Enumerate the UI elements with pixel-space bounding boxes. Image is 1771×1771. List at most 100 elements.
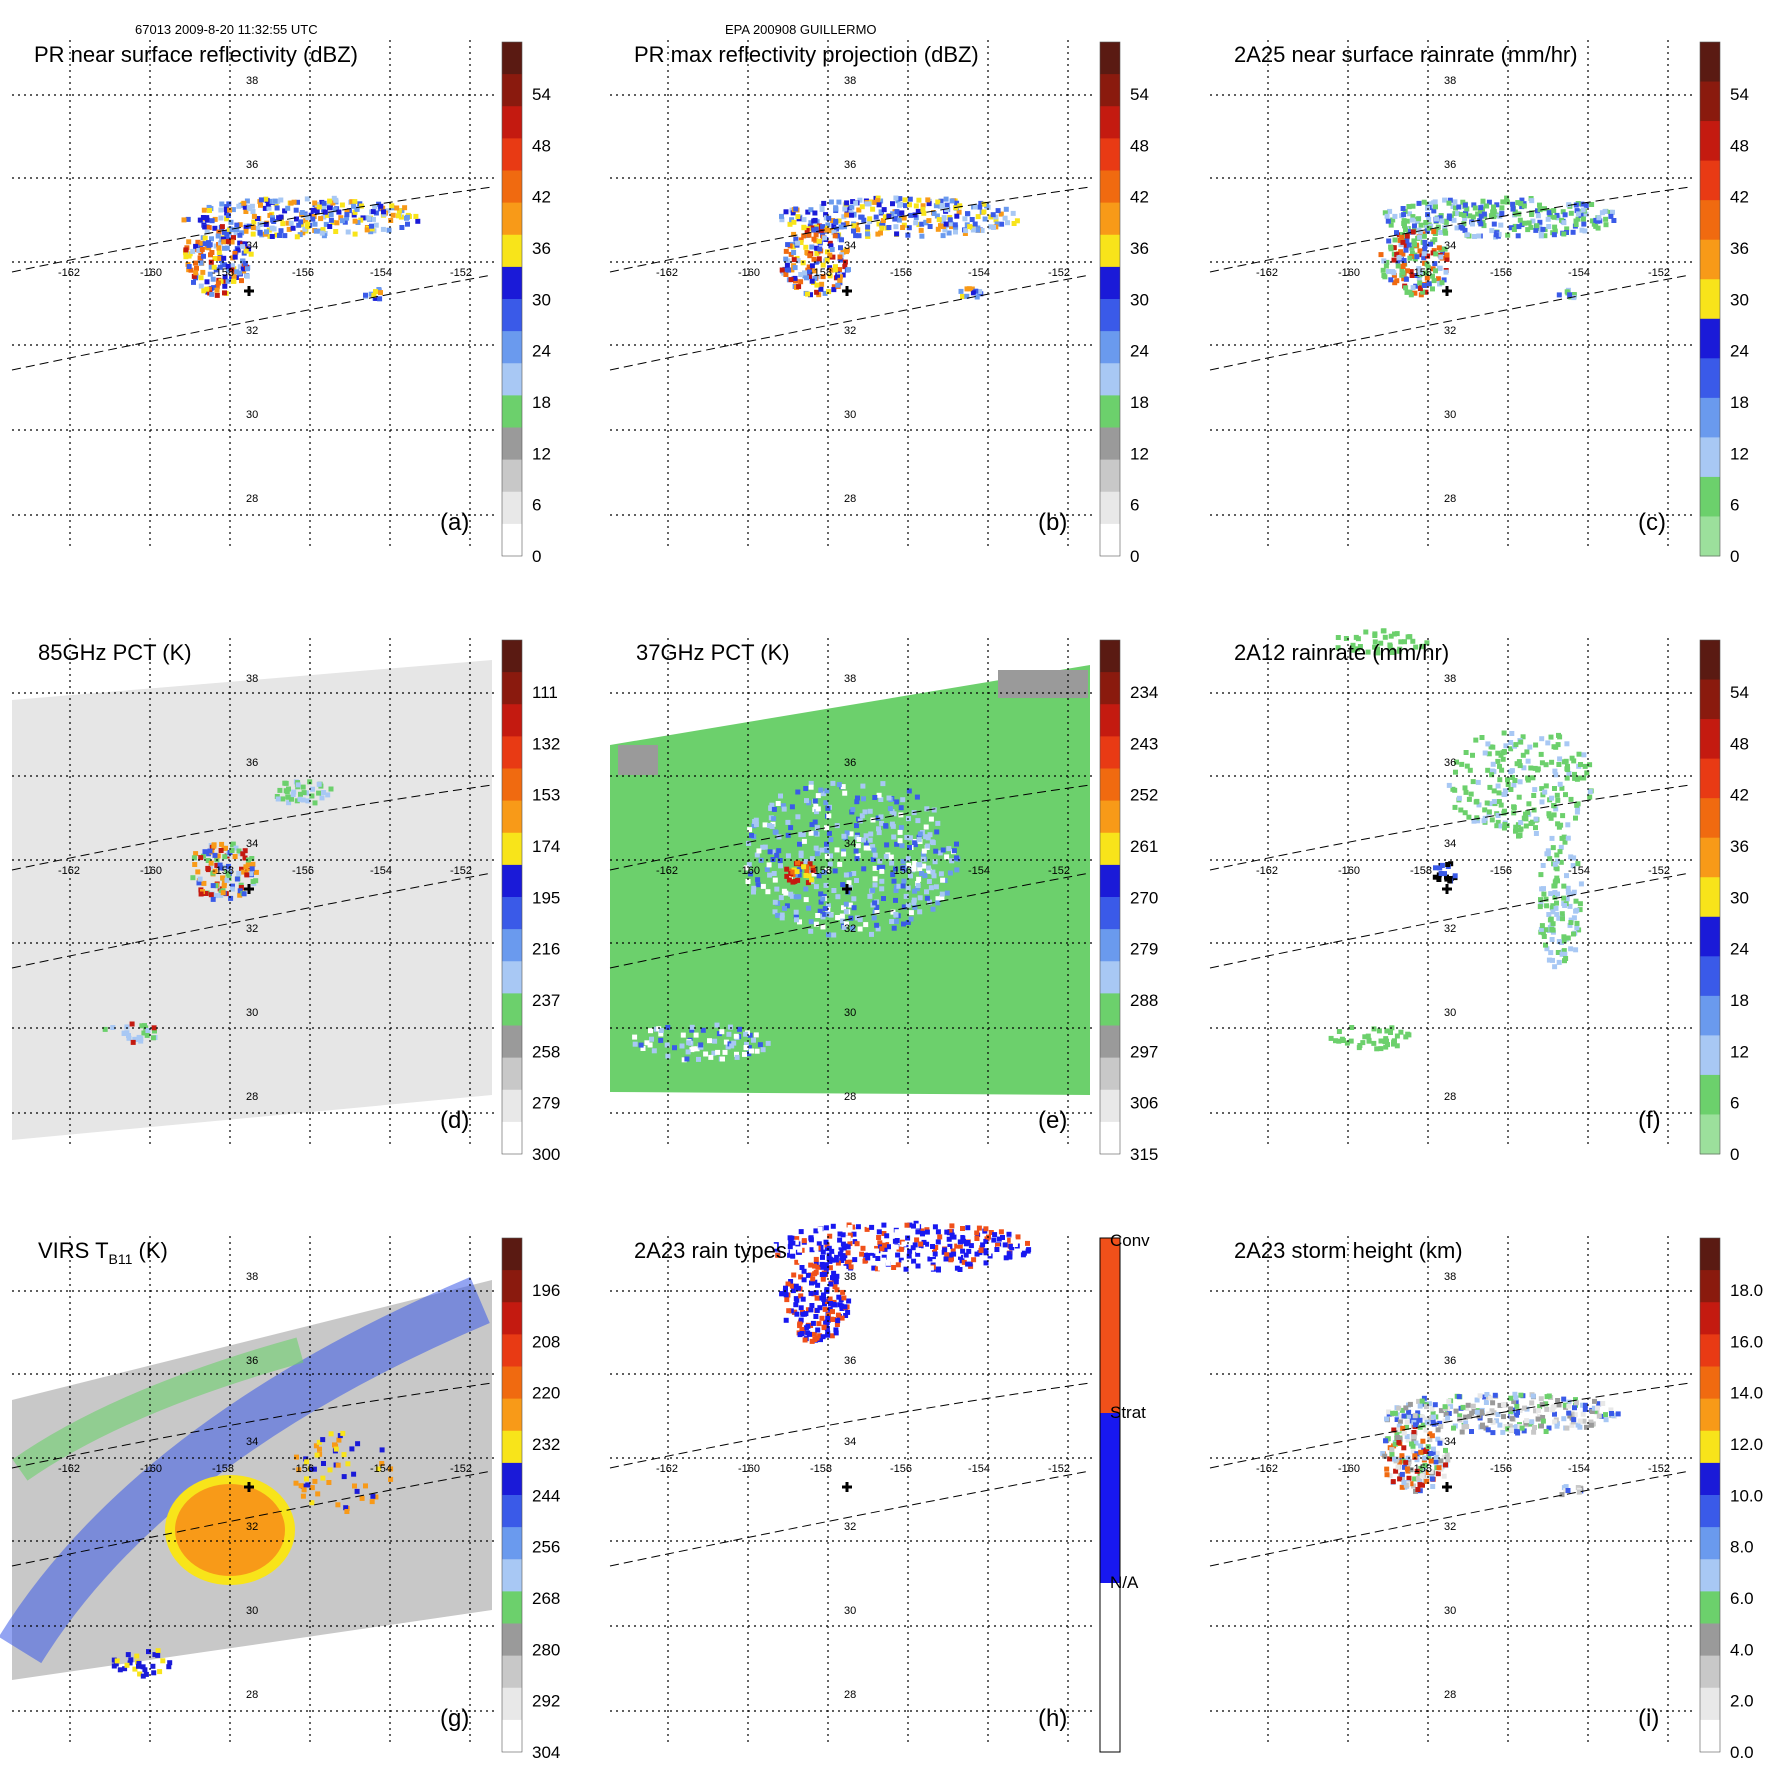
pr-pixel: [881, 207, 887, 213]
colorbar-segment: [1700, 437, 1720, 478]
pr-pixel: [894, 231, 900, 237]
pr-pixel: [1417, 234, 1423, 240]
colorbar-segment: [1700, 1623, 1720, 1657]
pr-pixel: [190, 248, 196, 254]
pr-pixel: [1404, 1424, 1410, 1430]
rain-pixel: [1398, 1029, 1404, 1035]
pr-pixel: [1397, 237, 1403, 243]
rain-pixel: [1564, 766, 1570, 772]
pct37-pixel: [737, 1026, 742, 1032]
rain-pixel: [1549, 795, 1555, 801]
pr-pixel: [1535, 213, 1541, 219]
pct37-pixel: [940, 847, 946, 853]
pr-pixel: [927, 224, 933, 229]
pr-pixel: [240, 266, 246, 272]
pct37-pixel: [664, 1042, 670, 1048]
pr-pixel: [230, 255, 236, 261]
pr-pixel: [954, 213, 960, 219]
pr-pixel: [352, 199, 358, 205]
raintype-pixel: [802, 1337, 808, 1343]
pr-pixel: [200, 269, 206, 275]
pr-pixel: [394, 205, 400, 211]
pr-pixel: [807, 269, 812, 275]
pr-pixel: [183, 250, 189, 256]
pr-pixel: [1600, 1401, 1606, 1406]
pr-pixel: [1406, 1461, 1412, 1467]
pr-pixel: [792, 265, 798, 271]
pr-pixel: [1610, 209, 1615, 215]
pct85-storm-pixel: [228, 895, 234, 901]
raintype-pixel: [874, 1245, 880, 1251]
pr-pixel: [1416, 200, 1422, 206]
pr-pixel: [230, 207, 236, 213]
pr-pixel: [1424, 228, 1430, 234]
pct37-pixel: [753, 817, 759, 823]
pr-pixel: [1434, 1450, 1440, 1456]
pct37-pixel: [856, 837, 862, 842]
lon-label: -158: [212, 1463, 234, 1475]
virs-pixel: [140, 1664, 146, 1670]
pr-pixel: [795, 258, 801, 264]
lon-label: -162: [656, 865, 678, 877]
pct37-pixel: [823, 800, 829, 806]
pr-pixel: [299, 222, 305, 228]
pr-pixel: [818, 286, 824, 292]
rain-pixel: [1501, 792, 1507, 797]
pr-pixel: [1488, 1395, 1494, 1401]
pr-pixel: [811, 227, 817, 233]
pr-pixel: [1403, 1460, 1409, 1466]
panel-i: -162 -160 -158 -156 -154 -1523836343230282A23…: [1209, 1236, 1763, 1762]
pr-pixel: [1439, 218, 1445, 224]
pct37-pixel: [900, 858, 906, 864]
panel-letter: (b): [1038, 509, 1067, 536]
pct37-grey-area: [618, 745, 658, 775]
rain-pixel: [1380, 628, 1386, 634]
pct37-pixel: [808, 928, 814, 934]
rain-pixel: [1372, 639, 1378, 645]
pr-pixel: [1424, 261, 1430, 267]
pct37-pixel: [863, 840, 869, 846]
pr-pixel: [938, 223, 943, 229]
pr-pixel: [1491, 204, 1496, 210]
pct37-core-pixel: [798, 861, 804, 867]
pct37-pixel: [938, 871, 944, 877]
pct37-pixel: [746, 1045, 752, 1051]
pr-pixel: [231, 278, 237, 284]
pct37-pixel: [881, 896, 886, 901]
pct37-pixel: [722, 1049, 728, 1055]
pct37-pixel: [848, 831, 854, 837]
rain-pixel: [1571, 855, 1577, 861]
field-virs: [0, 1276, 492, 1680]
pr-pixel: [209, 291, 215, 297]
lon-label: -160: [738, 267, 760, 279]
rain-pixel: [1383, 1044, 1389, 1050]
pct85-storm-pixel: [246, 857, 251, 863]
pct85-storm-pixel: [214, 862, 220, 868]
pr-pixel: [825, 222, 831, 228]
pr-pixel: [981, 209, 987, 215]
pr-pixel: [1497, 1422, 1503, 1428]
pr-pixel: [1414, 219, 1420, 225]
rain-pixel: [1466, 814, 1472, 820]
rain-pixel: [1554, 858, 1560, 864]
pr-pixel: [1556, 292, 1562, 298]
raintype-pixel: [860, 1245, 866, 1251]
pr-pixel: [817, 246, 823, 252]
pr-pixel: [1546, 1393, 1552, 1399]
rain-pixel: [1496, 799, 1502, 804]
pr-pixel: [275, 198, 281, 204]
pr-pixel: [1489, 1408, 1495, 1414]
raintype-pixel: [798, 1293, 804, 1299]
rain-pixel: [1491, 799, 1497, 804]
raintype-pixel: [933, 1245, 939, 1250]
pct37-pixel: [927, 832, 933, 838]
rain-pixel: [1501, 730, 1507, 736]
pct37-pixel: [841, 905, 846, 911]
rain-pixel: [1574, 802, 1580, 808]
pct37-pixel: [898, 805, 904, 811]
pr-pixel: [321, 200, 327, 206]
pr-pixel: [1538, 233, 1544, 239]
pct37-pixel: [831, 932, 837, 938]
colorbar-tick-label: 18.0: [1730, 1281, 1763, 1300]
raintype-pixel: [978, 1247, 984, 1253]
